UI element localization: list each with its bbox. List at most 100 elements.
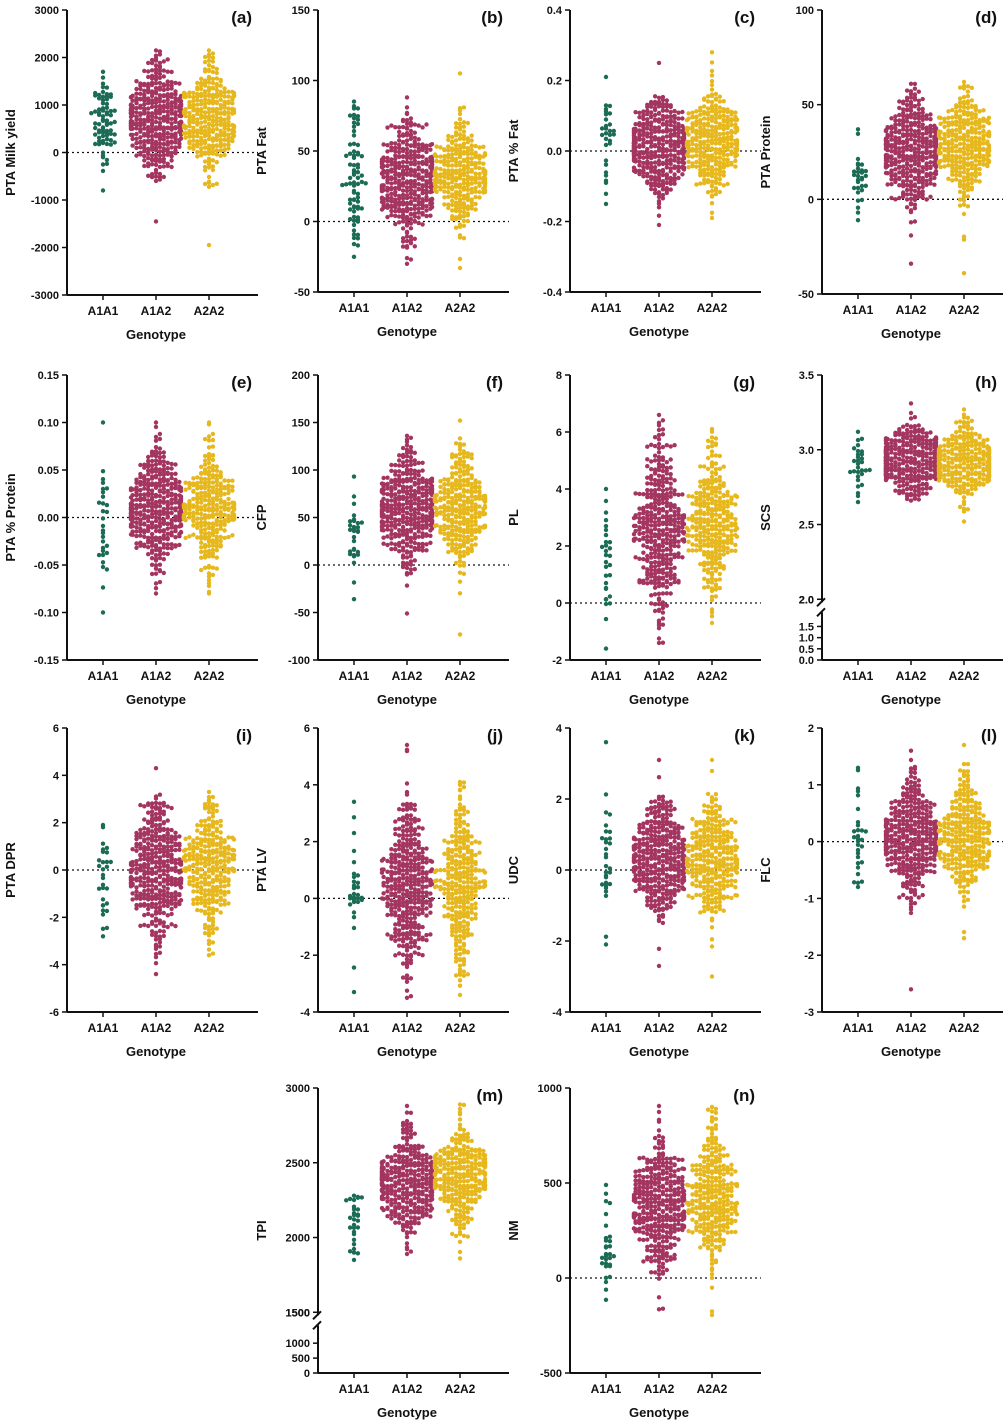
- data-point-a2a2: [206, 93, 212, 99]
- data-point-a2a2: [961, 151, 967, 157]
- data-point-a2a2: [465, 206, 470, 212]
- data-point-a1a2: [157, 467, 163, 472]
- data-point-a2a2: [465, 500, 470, 505]
- data-point-a1a2: [153, 453, 159, 459]
- data-point-a1a2: [920, 184, 925, 190]
- data-point-a1a2: [153, 170, 159, 175]
- data-point-a1a1: [603, 552, 609, 558]
- data-point-a2a2: [709, 429, 715, 434]
- data-point-a1a2: [660, 583, 666, 588]
- data-point-a2a2: [694, 137, 699, 143]
- data-point-a1a2: [912, 141, 918, 146]
- data-point-a1a2: [641, 170, 646, 175]
- data-point-a1a2: [165, 466, 170, 471]
- data-point-a1a2: [379, 514, 385, 519]
- data-point-a2a2: [206, 180, 212, 185]
- data-point-a1a2: [676, 554, 681, 559]
- x-axis-title: Genotype: [126, 692, 186, 707]
- data-point-a1a2: [901, 113, 906, 119]
- data-point-a1a2: [656, 441, 662, 447]
- data-point-a2a2: [698, 479, 703, 484]
- data-point-a1a2: [169, 466, 174, 471]
- data-point-a1a2: [420, 125, 425, 130]
- category-label-a2a2: A2A2: [194, 304, 225, 318]
- data-point-a2a2: [210, 508, 216, 513]
- data-point-a1a2: [397, 173, 402, 179]
- data-point-a1a2: [404, 454, 410, 459]
- data-point-a1a1: [104, 101, 110, 107]
- data-point-a1a2: [412, 236, 417, 241]
- data-point-a1a2: [656, 636, 662, 641]
- data-point-a2a2: [202, 565, 208, 570]
- data-point-a1a2: [153, 563, 159, 568]
- data-point-a1a1: [603, 74, 609, 80]
- data-point-a1a2: [660, 418, 666, 423]
- data-point-a1a2: [157, 431, 163, 437]
- data-point-a1a2: [672, 565, 677, 570]
- data-point-a1a2: [134, 489, 139, 495]
- data-point-a1a2: [157, 472, 163, 477]
- data-point-a1a2: [169, 86, 174, 91]
- data-point-a1a2: [660, 610, 666, 615]
- data-point-a1a2: [897, 159, 902, 164]
- data-point-a2a2: [950, 115, 955, 120]
- data-point-a1a2: [652, 471, 658, 476]
- data-point-a2a2: [446, 488, 451, 493]
- data-point-a1a2: [641, 140, 646, 146]
- data-point-a2a2: [961, 198, 967, 203]
- data-point-a1a2: [652, 443, 658, 449]
- data-point-a1a2: [408, 241, 414, 246]
- data-point-a1a2: [134, 525, 139, 530]
- data-point-a2a2: [986, 121, 992, 126]
- data-point-a1a1: [351, 228, 357, 233]
- data-point-a2a2: [457, 117, 463, 122]
- data-point-a1a2: [631, 158, 637, 163]
- data-point-a2a2: [226, 534, 231, 540]
- data-point-a1a1: [855, 173, 861, 179]
- data-point-a1a2: [652, 102, 658, 107]
- data-point-a2a2: [199, 490, 204, 496]
- data-point-a2a2: [214, 537, 219, 542]
- data-point-a1a2: [385, 188, 390, 193]
- data-point-a1a2: [161, 137, 166, 142]
- data-point-a1a2: [680, 555, 685, 560]
- data-point-a1a2: [142, 158, 147, 163]
- data-point-a2a2: [713, 467, 719, 472]
- data-point-a1a2: [149, 463, 155, 468]
- data-point-a1a2: [381, 142, 386, 147]
- data-point-a1a2: [408, 212, 414, 217]
- data-point-a1a2: [672, 518, 677, 524]
- data-point-a1a1: [100, 89, 106, 95]
- data-point-a2a2: [218, 106, 223, 111]
- data-point-a1a2: [138, 518, 143, 524]
- data-point-a2a2: [698, 139, 703, 145]
- data-point-a2a2: [709, 82, 715, 88]
- data-point-a2a2: [709, 99, 715, 105]
- data-point-a1a1: [355, 206, 361, 211]
- data-point-a1a2: [645, 174, 650, 179]
- data-point-a1a2: [146, 69, 151, 74]
- data-point-a2a2: [709, 170, 715, 176]
- data-point-a1a1: [599, 132, 605, 138]
- data-point-a1a2: [157, 87, 163, 92]
- data-point-a2a2: [218, 483, 223, 488]
- data-point-a2a2: [709, 470, 715, 475]
- data-point-a2a2: [453, 515, 459, 520]
- data-point-a2a2: [218, 93, 223, 98]
- data-point-a1a2: [157, 436, 163, 442]
- data-point-a2a2: [469, 475, 474, 481]
- data-point-a1a2: [660, 521, 666, 527]
- data-point-a1a1: [355, 199, 361, 204]
- data-point-a1a2: [173, 119, 178, 125]
- data-point-a2a2: [457, 121, 463, 127]
- data-point-a1a1: [100, 155, 106, 160]
- data-point-a1a2: [153, 63, 159, 68]
- data-point-a2a2: [954, 122, 959, 127]
- data-point-a2a2: [206, 151, 212, 156]
- data-point-a2a2: [477, 145, 482, 150]
- data-point-a1a1: [607, 128, 613, 134]
- data-point-a2a2: [957, 85, 963, 90]
- data-point-a2a2: [465, 197, 470, 203]
- data-point-a2a2: [214, 491, 219, 496]
- data-point-a2a2: [709, 124, 715, 129]
